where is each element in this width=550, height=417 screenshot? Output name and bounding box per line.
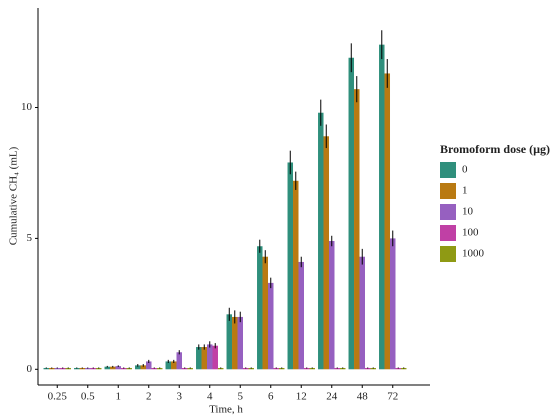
legend-label: 0	[462, 164, 468, 176]
bar	[226, 314, 233, 370]
bar	[171, 361, 177, 370]
bar	[43, 367, 50, 370]
bar	[65, 367, 71, 370]
bar	[359, 256, 365, 370]
bar	[151, 367, 157, 370]
legend-swatch	[440, 162, 456, 178]
legend-swatch	[440, 225, 456, 241]
bar	[273, 367, 279, 370]
x-tick-label: 5	[238, 391, 244, 403]
bar	[54, 367, 60, 370]
bar	[318, 112, 324, 370]
bar	[232, 316, 238, 370]
bar	[181, 367, 188, 370]
bar	[79, 367, 86, 370]
bar	[348, 57, 355, 370]
x-tick-label: 12	[296, 391, 307, 403]
x-tick-label: 0.5	[81, 391, 95, 403]
bar	[400, 367, 407, 370]
legend-label: 10	[462, 206, 474, 218]
bar	[49, 367, 55, 370]
bar	[323, 136, 330, 370]
bar	[176, 352, 182, 370]
x-tick-label: 0.25	[48, 391, 68, 403]
bar	[120, 367, 127, 370]
bar	[207, 344, 213, 370]
x-tick-label: 4	[207, 391, 213, 403]
legend-swatch	[440, 246, 456, 262]
bar	[126, 367, 132, 370]
legend-label: 1	[462, 185, 468, 197]
bar	[90, 367, 96, 370]
legend-swatch	[440, 204, 456, 220]
bar	[298, 261, 304, 370]
legend-label: 1000	[462, 248, 485, 260]
x-tick-label: 72	[387, 391, 398, 403]
bar	[257, 246, 263, 370]
x-axis-label: Time, h	[209, 404, 243, 416]
legend-title: Bromoform dose (µg)	[440, 142, 550, 156]
bar	[110, 366, 116, 370]
bar	[293, 180, 299, 370]
bar	[165, 361, 172, 370]
bar	[268, 282, 274, 370]
bar	[212, 345, 218, 370]
x-tick-label: 48	[357, 391, 369, 403]
x-tick-label: 6	[268, 391, 274, 403]
legend-swatch	[440, 183, 456, 199]
bar	[104, 366, 111, 370]
bar	[74, 367, 80, 370]
bar	[156, 367, 163, 370]
bar	[395, 367, 401, 370]
bar	[379, 44, 385, 370]
bar	[384, 73, 391, 370]
bar	[140, 365, 147, 370]
bar	[146, 361, 152, 370]
bar	[187, 367, 193, 370]
x-tick-label: 3	[177, 391, 183, 403]
y-axis-label: Cumulative CH₄ (mL)	[8, 146, 20, 245]
bar	[303, 367, 310, 370]
bar	[242, 367, 249, 370]
x-tick-label: 1	[116, 391, 122, 403]
legend-label: 100	[462, 227, 479, 239]
bar	[370, 367, 376, 370]
bar	[248, 367, 254, 370]
bar	[334, 367, 340, 370]
bar	[364, 367, 371, 370]
bar	[278, 367, 285, 370]
bar	[390, 238, 396, 370]
bar	[287, 162, 294, 370]
bar	[339, 367, 346, 370]
bar	[309, 367, 315, 370]
x-tick-label: 2	[146, 391, 152, 403]
y-tick-label: 0	[27, 363, 33, 375]
bar	[354, 89, 360, 370]
bar	[85, 367, 91, 370]
bar	[329, 241, 335, 370]
bar	[95, 367, 102, 370]
bar	[201, 347, 208, 370]
bar	[237, 316, 243, 370]
bar	[115, 366, 121, 370]
x-tick-label: 24	[326, 391, 338, 403]
y-tick-label: 10	[21, 101, 33, 113]
bar	[262, 256, 269, 370]
bar	[59, 367, 66, 370]
bar	[217, 367, 224, 370]
bar	[135, 365, 141, 370]
bar	[196, 347, 202, 370]
y-tick-label: 5	[27, 232, 33, 244]
